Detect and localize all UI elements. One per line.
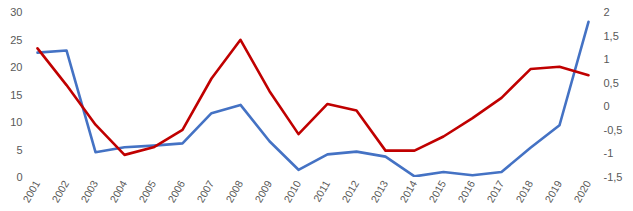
svg-text:0: 0: [16, 171, 22, 183]
svg-text:2019: 2019: [542, 178, 564, 204]
svg-text:2007: 2007: [194, 178, 216, 204]
svg-text:2010: 2010: [281, 178, 303, 204]
svg-text:-1,5: -1,5: [604, 171, 623, 183]
svg-text:-1: -1: [604, 147, 614, 159]
svg-text:1,5: 1,5: [604, 30, 619, 42]
svg-text:2018: 2018: [513, 178, 535, 204]
svg-text:1: 1: [604, 53, 610, 65]
svg-text:5: 5: [16, 144, 22, 156]
svg-text:2016: 2016: [455, 178, 477, 204]
svg-text:2017: 2017: [484, 178, 506, 204]
svg-text:2015: 2015: [426, 178, 448, 204]
svg-text:2013: 2013: [368, 178, 390, 204]
svg-text:2011: 2011: [310, 178, 332, 204]
svg-text:2: 2: [604, 6, 610, 18]
svg-text:2012: 2012: [339, 178, 361, 204]
svg-text:10: 10: [10, 116, 22, 128]
svg-text:2009: 2009: [252, 178, 274, 204]
svg-text:2006: 2006: [165, 178, 187, 204]
svg-text:0: 0: [604, 100, 610, 112]
svg-text:2014: 2014: [397, 178, 419, 204]
svg-text:2001: 2001: [20, 178, 42, 204]
svg-text:2003: 2003: [78, 178, 100, 204]
svg-text:20: 20: [10, 61, 22, 73]
svg-text:-0,5: -0,5: [604, 124, 623, 136]
svg-text:2004: 2004: [107, 178, 129, 204]
svg-text:0,5: 0,5: [604, 77, 619, 89]
svg-text:2005: 2005: [136, 178, 158, 204]
svg-text:30: 30: [10, 6, 22, 18]
svg-text:2002: 2002: [49, 178, 71, 204]
svg-text:25: 25: [10, 34, 22, 46]
svg-text:2020: 2020: [571, 178, 593, 204]
svg-text:15: 15: [10, 89, 22, 101]
svg-text:2008: 2008: [223, 178, 245, 204]
